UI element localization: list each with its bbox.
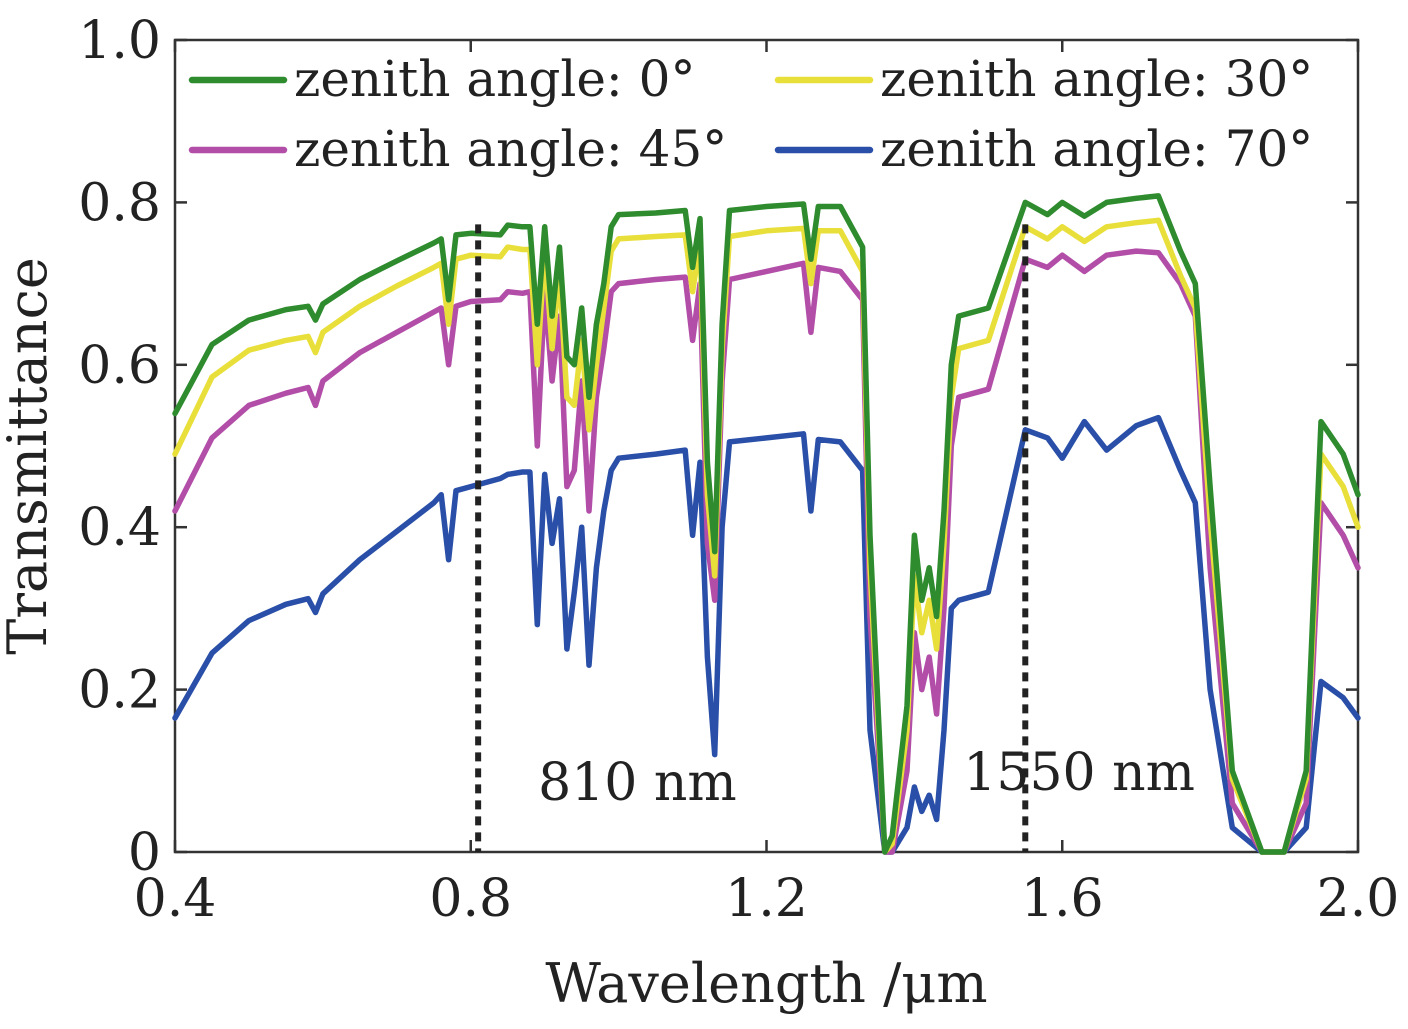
y-tick-label: 0.4: [78, 498, 161, 558]
x-tick-label: 1.6: [1021, 869, 1104, 929]
x-tick-label: 2.0: [1317, 869, 1400, 929]
x-tick-label: 1.2: [725, 869, 808, 929]
legend-label: zenith angle: 45°: [294, 120, 727, 178]
x-tick-label: 0.4: [134, 869, 217, 929]
y-axis-title: Transmittance: [0, 257, 59, 655]
series-layer: [172, 193, 1361, 855]
legend-label: zenith angle: 70°: [880, 120, 1313, 178]
legend-label: zenith angle: 0°: [294, 50, 695, 108]
y-tick-label: 0.8: [78, 173, 161, 233]
y-tick-label: 0: [128, 823, 161, 883]
y-tick-label: 0.6: [78, 336, 161, 396]
y-tick-label: 1.0: [78, 11, 161, 71]
series-line: [172, 193, 1361, 855]
annotations-layer: 810 nm 1550 nm: [475, 224, 1195, 852]
axes-layer: 0.4 0.8 1.2 1.6 2.0 0 0.2 0.4 0.6 0.8 1.0: [78, 11, 1399, 929]
series-line: [172, 414, 1361, 855]
wavelength-annotation: 1550 nm: [963, 743, 1195, 803]
wavelength-annotation: 810 nm: [538, 753, 737, 813]
x-tick-label: 0.8: [429, 869, 512, 929]
x-axis-title: Wavelength /μm: [545, 952, 987, 1015]
legend-label: zenith angle: 30°: [880, 50, 1313, 108]
y-tick-label: 0.2: [78, 661, 161, 721]
legend: zenith angle: 0° zenith angle: 30° zenith …: [188, 50, 1313, 178]
